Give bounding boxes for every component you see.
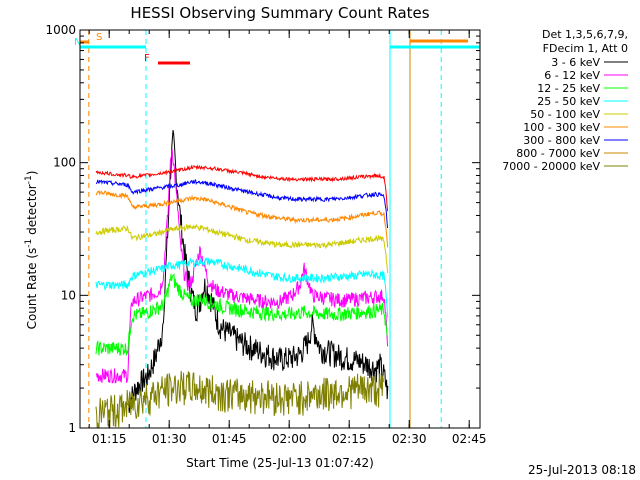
- y-axis-label-main: Count Rate (s: [25, 248, 39, 330]
- series-line-2: [95, 273, 389, 356]
- legend-label-3: 25 - 50 keV: [537, 95, 600, 108]
- y-tick-label-1: 10: [61, 288, 76, 302]
- x-tick-label-3: 02:00: [272, 432, 307, 446]
- x-tick-label-4: 02:15: [332, 432, 367, 446]
- flag-label-f: F: [144, 53, 150, 64]
- legend-label-2: 12 - 25 keV: [537, 82, 600, 95]
- legend-label-0: 3 - 6 keV: [551, 56, 600, 69]
- legend-label-1: 6 - 12 keV: [544, 69, 600, 82]
- footer-timestamp: 25-Jul-2013 08:18: [528, 463, 636, 477]
- legend-label-7: 800 - 7000 keV: [516, 147, 600, 160]
- series-line-5: [95, 189, 389, 248]
- series-line-8: [95, 370, 384, 428]
- x-tick-label-2: 01:45: [212, 432, 247, 446]
- flag-label-n: N: [74, 37, 81, 48]
- flag-label-s: S: [96, 32, 102, 43]
- series-line-4: [95, 223, 389, 274]
- y-axis-label-end: ): [25, 171, 39, 176]
- y-axis-label: Count Rate (s-1 detector-1): [24, 171, 39, 330]
- x-tick-label-1: 01:30: [152, 432, 187, 446]
- legend-label-4: 50 - 100 keV: [530, 108, 600, 121]
- series-line-1: [95, 149, 389, 384]
- series-line-3: [95, 256, 389, 318]
- x-axis-label: Start Time (25-Jul-13 01:07:42): [186, 456, 374, 470]
- y-axis-label-sup2: -1: [24, 175, 34, 184]
- chart-title: HESSI Observing Summary Count Rates: [130, 4, 429, 22]
- series-line-red-top: [95, 164, 389, 212]
- plot-frame: [79, 29, 481, 429]
- series-line-6: [95, 179, 389, 229]
- plot-area: S N F 1 10 100 1000 01:15 01:30 01:45 02:00 02:15 02…: [45, 23, 486, 446]
- y-tick-label-2: 100: [53, 156, 76, 170]
- x-tick-label-6: 02:45: [452, 432, 487, 446]
- x-tick-label-5: 02:30: [392, 432, 427, 446]
- y-tick-label-3: 1000: [45, 23, 76, 37]
- legend-label-6: 300 - 800 keV: [523, 134, 600, 147]
- legend-label-5: 100 - 300 keV: [523, 121, 600, 134]
- y-axis-label-mid: detector: [25, 184, 39, 239]
- y-axis-label-sup1: -1: [24, 239, 34, 248]
- series-line-0: [127, 130, 389, 413]
- legend-label-8: 7000 - 20000 keV: [502, 160, 600, 173]
- y-tick-label-0: 1: [68, 421, 76, 435]
- legend-header-1: Det 1,3,5,6,7,9,: [542, 28, 628, 41]
- x-tick-label-0: 01:15: [92, 432, 127, 446]
- legend-header-2: FDecim 1, Att 0: [543, 42, 628, 55]
